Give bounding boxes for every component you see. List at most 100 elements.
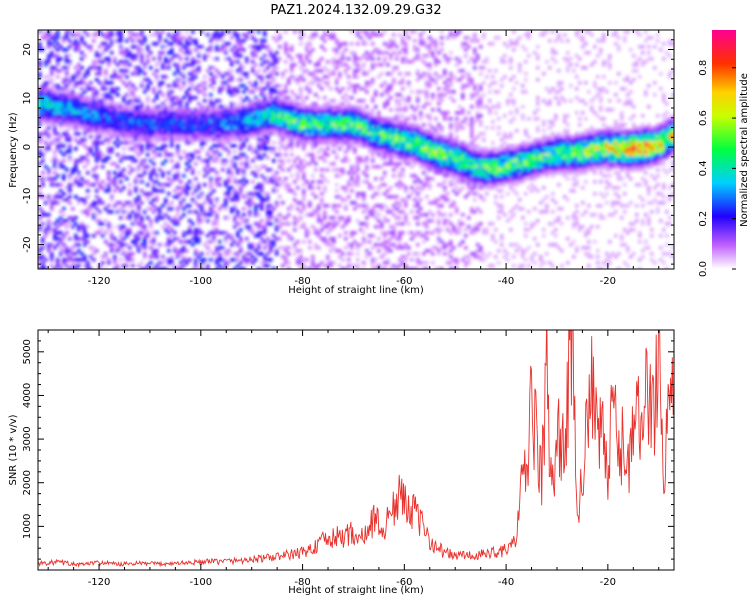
spectrogram-cell <box>248 126 252 130</box>
spectrogram-cell <box>284 249 288 253</box>
spectrogram-cell <box>71 216 75 220</box>
spectrogram-cell <box>71 78 75 82</box>
spectrogram-cell <box>323 168 327 172</box>
spectrogram-cell <box>335 249 339 253</box>
spectrogram-cell <box>353 207 357 211</box>
spectrogram-cell <box>446 36 450 40</box>
spectrogram-cell <box>374 225 378 229</box>
spectrogram-cell <box>299 249 303 253</box>
spectrogram-cell <box>233 189 237 193</box>
spectrogram-cell <box>47 147 51 151</box>
spectrogram-cell <box>350 123 354 127</box>
spectrogram-cell <box>395 66 399 70</box>
spectrogram-cell <box>74 120 78 124</box>
spectrogram-cell <box>110 147 114 151</box>
spectrogram-cell <box>389 57 393 61</box>
spectrogram-cell <box>179 204 183 208</box>
spectrogram-cell <box>329 99 333 103</box>
spectrogram-cell <box>422 183 426 187</box>
spectrogram-cell <box>245 255 249 259</box>
spectrogram-cell <box>206 48 210 52</box>
spectrogram-cell <box>311 129 315 133</box>
spectrogram-cell <box>215 135 219 139</box>
spectrogram-cell <box>344 108 348 112</box>
spectrogram-cell <box>302 144 306 148</box>
spectrogram-cell <box>299 159 303 163</box>
spectrogram-cell <box>47 231 51 235</box>
spectrogram-cell <box>404 42 408 46</box>
spectrogram-cell <box>140 42 144 46</box>
spectrogram-cell <box>38 72 42 76</box>
spectrogram-cell <box>224 48 228 52</box>
spectrogram-cell <box>98 135 102 139</box>
spectrogram-cell <box>98 123 102 127</box>
spectrogram-cell <box>248 198 252 202</box>
spectrogram-cell <box>113 60 117 64</box>
spectrogram-cell <box>170 123 174 127</box>
spectrogram-cell <box>95 93 99 97</box>
spectrogram-cell <box>419 117 423 121</box>
spectrogram-cell <box>269 240 273 244</box>
spectrogram-cell <box>251 66 255 70</box>
spectrogram-cell <box>380 93 384 97</box>
spectrogram-cell <box>434 48 438 52</box>
spectrogram-cell <box>287 117 291 121</box>
spectrogram-cell <box>182 51 186 55</box>
spectrogram-cell <box>164 213 168 217</box>
spectrogram-cell <box>80 258 84 262</box>
spectrogram-cell <box>155 117 159 121</box>
spectrogram-cell <box>350 231 354 235</box>
spectrogram-cell <box>182 234 186 238</box>
spectrogram-cell <box>248 102 252 106</box>
spectrogram-cell <box>233 150 237 154</box>
spectrogram-cell <box>407 150 411 154</box>
spectrogram-cell <box>131 204 135 208</box>
spectrogram-cell <box>56 48 60 52</box>
spectrogram-cell <box>221 39 225 43</box>
spectrogram-cell <box>269 99 273 103</box>
spectrogram-cell <box>401 135 405 139</box>
spectrogram-cell <box>125 102 129 106</box>
spectrogram-cell <box>104 78 108 82</box>
spectrogram-cell <box>299 210 303 214</box>
spectrogram-cell <box>335 132 339 136</box>
spectrogram-cell <box>164 45 168 49</box>
spectrogram-cell <box>74 132 78 136</box>
spectrogram-cell <box>92 120 96 124</box>
spectrogram-cell <box>431 93 435 97</box>
spectrogram-cell <box>164 108 168 112</box>
spectrogram-cell <box>344 93 348 97</box>
spectrogram-cell <box>308 183 312 187</box>
spectrogram-cell <box>416 261 420 265</box>
spectrogram-cell <box>182 66 186 70</box>
spectrogram-cell <box>110 162 114 166</box>
spectrogram-cell <box>419 138 423 142</box>
spectrogram-cell <box>413 174 417 178</box>
spectrogram-cell <box>344 126 348 130</box>
spectrogram-cell <box>176 150 180 154</box>
spectrogram-cell <box>242 120 246 124</box>
spectrogram-cell <box>164 201 168 205</box>
spectrogram-cell <box>110 123 114 127</box>
spectrogram-cell <box>134 222 138 226</box>
spectrogram-cell <box>422 138 426 142</box>
spectrogram-cell <box>227 117 231 121</box>
spectrogram-cell <box>332 141 336 145</box>
spectrogram-cell <box>314 111 318 115</box>
spectrogram-cell <box>242 144 246 148</box>
spectrogram-cell <box>146 183 150 187</box>
spectrogram-cell <box>68 237 72 241</box>
spectrogram-cell <box>65 87 69 91</box>
spectrogram-cell <box>305 105 309 109</box>
spectrogram-cell <box>92 234 96 238</box>
spectrogram-cell <box>74 123 78 127</box>
spectrogram-cell <box>269 117 273 121</box>
spectrogram-cell <box>254 123 258 127</box>
spectrogram-cell <box>164 144 168 148</box>
spectrogram-cell <box>296 105 300 109</box>
spectrogram-cell <box>434 126 438 130</box>
spectrogram-cell <box>275 39 279 43</box>
spectrogram-cell <box>407 159 411 163</box>
spectrogram-cell <box>125 105 129 109</box>
spectrogram-cell <box>245 105 249 109</box>
